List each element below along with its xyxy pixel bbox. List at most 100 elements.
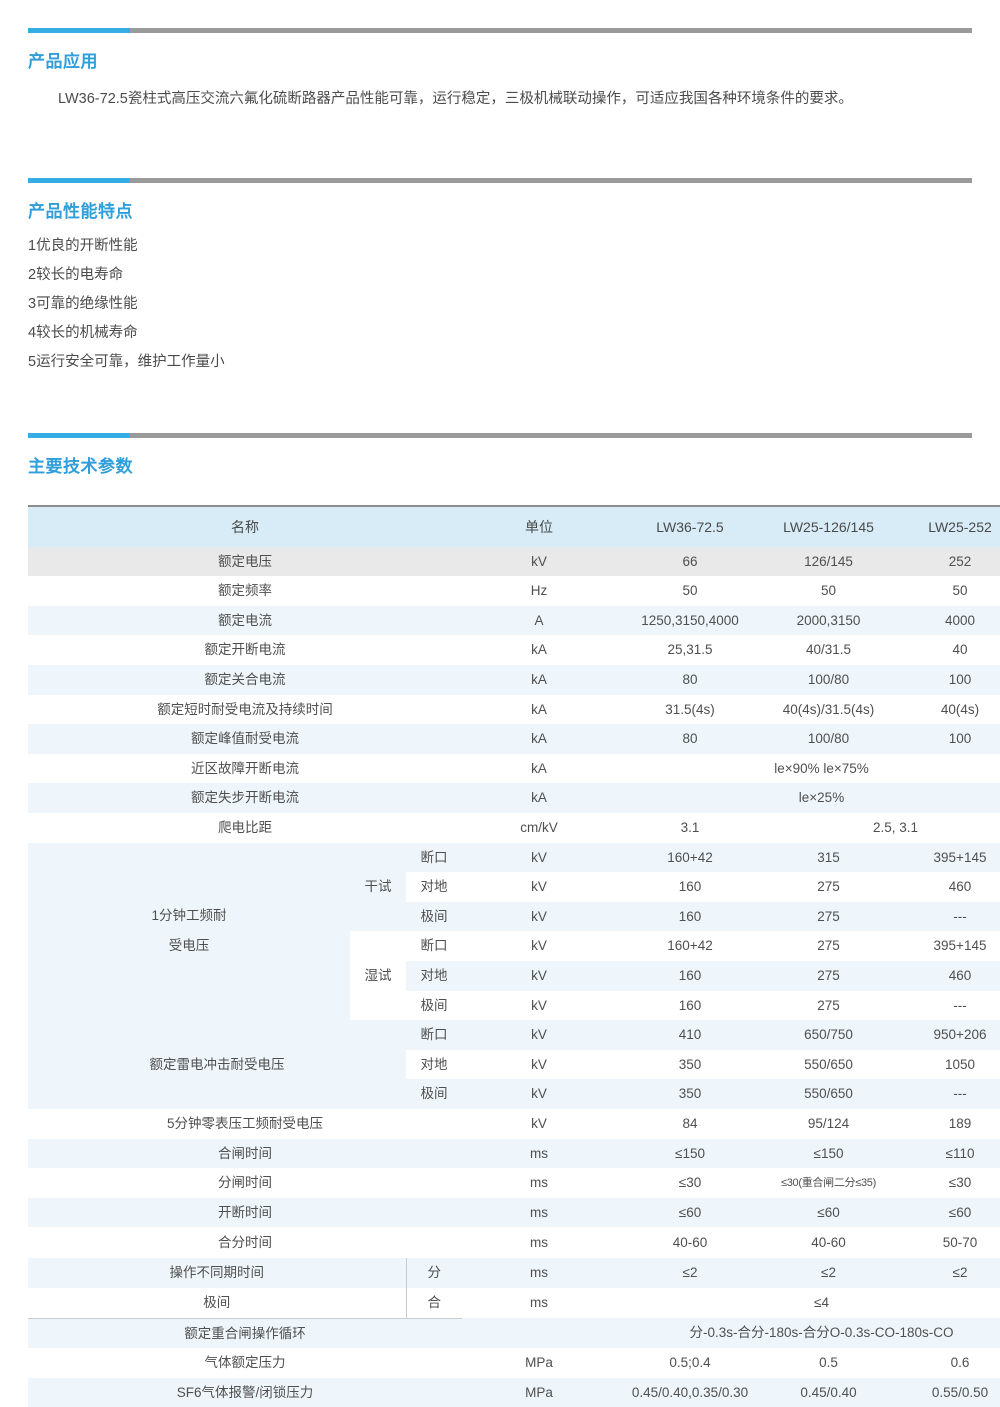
cell-value: 160 (616, 901, 764, 932)
rule-grey-segment (130, 178, 972, 183)
cell-value: 160+42 (667, 938, 713, 954)
row-unit: ms (530, 1295, 548, 1311)
row-unit: kV (531, 879, 547, 895)
cell-value: 40(4s)/31.5(4s) (782, 701, 875, 717)
row-label: 5分钟零表压工频耐受电压 (166, 1115, 323, 1131)
cell-value-span: le×25% (616, 783, 1000, 813)
application-paragraph: LW36-72.5瓷柱式高压交流六氟化硫断路器产品性能可靠，运行稳定，三极机械联… (58, 91, 853, 107)
cell-value: 275 (764, 901, 893, 932)
table-row: 开断时间 ms ≤60 ≤60 ≤60 ≤60 (28, 1197, 1000, 1228)
table-row: 湿试 断口 kV 160+42 275 395+145 (28, 931, 1000, 1021)
cell-value: 31.5(4s) (665, 701, 715, 717)
cell-value: ≤2 (764, 1258, 893, 1288)
row-sublabel: 对地 (406, 960, 462, 991)
list-item: 2较长的电寿命 (28, 267, 124, 283)
cell-value: 40/31.5 (805, 642, 852, 658)
section-gap-1 (0, 114, 1000, 178)
col-header-name: 名称 (28, 506, 462, 547)
row-unit: kV (462, 1079, 616, 1109)
table-row: 额定重合闸操作循环 分-0.3s-合分-180s-合分O-0.3s-CO-180… (28, 1318, 1000, 1349)
row-unit: kV (462, 842, 616, 873)
cell-value: 100/80 (764, 665, 893, 695)
row-unit: A (462, 605, 616, 636)
cell-value: 0.55/0.50 (893, 1377, 1000, 1407)
row-unit: kV (462, 901, 616, 932)
row-sublabel: 分 (406, 1258, 462, 1288)
cell-value: 126/145 (764, 546, 893, 577)
cell-value: 160 (616, 960, 764, 991)
row-label: 额定电流 (28, 605, 462, 636)
row-label: 操作不同期时间 (28, 1258, 407, 1288)
cell-value: ≤2 (616, 1258, 764, 1288)
cell-value: ≤30 (948, 1175, 972, 1191)
row-unit: kV (531, 938, 547, 954)
cell-value: 50-70 (942, 1235, 978, 1251)
table-row: 极间 kV 160 275 --- (28, 901, 1000, 932)
cell-value: 100/80 (764, 724, 893, 754)
row-label: 额定失步开断电流 (28, 783, 462, 813)
row-unit: kA (462, 665, 616, 695)
row-unit: kV (531, 1115, 547, 1131)
table-row: 近区故障开断电流 kA le×90% le×75% (28, 754, 1000, 784)
row-unit (462, 1318, 616, 1349)
cell-value: ≤60 (764, 1197, 893, 1228)
cell-value: ≤110 (893, 1138, 1000, 1169)
cell-value: ≤2 (893, 1258, 1000, 1288)
cell-value: 95/124 (807, 1115, 850, 1131)
section-rule-specs (28, 433, 972, 438)
col-header-lw36: LW36-72.5 (616, 506, 764, 547)
table-row: SF6气体报警/闭锁压力 MPa 0.45/0.40,0.35/0.30 0.4… (28, 1377, 1000, 1407)
row-label: 爬电比距 (218, 820, 272, 836)
cell-value: 50 (820, 583, 837, 599)
cell-value: 100 (893, 665, 1000, 695)
table-row: 额定失步开断电流 kA le×25% (28, 783, 1000, 813)
cell-value: 0.45/0.40,0.35/0.30 (616, 1377, 764, 1407)
group-label-lightning-impulse: 额定雷电冲击耐受电压 (28, 1020, 406, 1109)
row-unit: ms (530, 1175, 548, 1191)
section-rule-features (28, 178, 972, 183)
row-unit: kA (462, 724, 616, 754)
section-rule-application (28, 28, 972, 33)
cell-value: 275 (817, 997, 840, 1013)
row-unit: ms (530, 1235, 548, 1251)
cell-value: ≤150 (616, 1138, 764, 1169)
rule-blue-segment (28, 178, 130, 183)
row-label: 额定频率 (218, 583, 272, 599)
row-label: 近区故障开断电流 (191, 760, 299, 776)
row-sublabel: 极间 (406, 901, 462, 932)
rule-blue-segment (28, 28, 130, 33)
row-label: 额定电压 (28, 546, 462, 577)
row-label: 额定重合闸操作循环 (28, 1318, 462, 1349)
cell-value: 275 (817, 879, 840, 895)
row-unit: kV (462, 546, 616, 577)
row-sublabel: 对地 (420, 1056, 448, 1072)
cell-value: 275 (817, 938, 840, 954)
group-label-text: 1分钟工频耐 受电压 (151, 908, 227, 954)
section-title-application: 产品应用 (28, 52, 98, 71)
cell-value: 40 (952, 642, 968, 658)
section-title-features: 产品性能特点 (28, 202, 133, 221)
cell-value: 275 (764, 960, 893, 991)
row-label: 额定短时耐受电流及持续时间 (157, 701, 333, 717)
cell-value: 550/650 (804, 1056, 853, 1072)
list-item: 3可靠的绝缘性能 (28, 296, 138, 312)
row-sublabel: 断口 (420, 938, 448, 954)
row-label: 合分时间 (218, 1235, 272, 1251)
row-sublabel: 断口 (406, 1020, 462, 1050)
table-row: 额定短时耐受电流及持续时间 kA 31.5(4s) 40(4s)/31.5(4s… (28, 695, 1000, 725)
row-unit: kV (462, 1020, 616, 1050)
cell-value-span: --- (893, 1079, 1000, 1109)
list-item: 5运行安全可靠，维护工作量小 (28, 354, 225, 370)
row-unit: ms (462, 1138, 616, 1169)
cell-value: 315 (764, 842, 893, 873)
cell-value: ≤60 (893, 1197, 1000, 1228)
table-row: 1分钟工频耐 受电压 干试 断口 kV 160+42 315 395+145 (28, 842, 1000, 1021)
cell-value: 252 (893, 546, 1000, 577)
table-row: 额定电流 A 1250,3150,4000 2000,3150 4000 315… (28, 605, 1000, 636)
table-row: 合闸时间 ms ≤150 ≤150 ≤110 ≤100 (28, 1138, 1000, 1169)
cell-value-span: 395+145 (893, 842, 1000, 873)
row-unit: Hz (530, 583, 548, 599)
cell-value: ≤30(重合闸二分≤35) (781, 1176, 876, 1189)
table-row: 额定雷电冲击耐受电压 断口 kV 410 650/750 950+206 (28, 1020, 1000, 1109)
row-label: 开断时间 (28, 1197, 462, 1228)
